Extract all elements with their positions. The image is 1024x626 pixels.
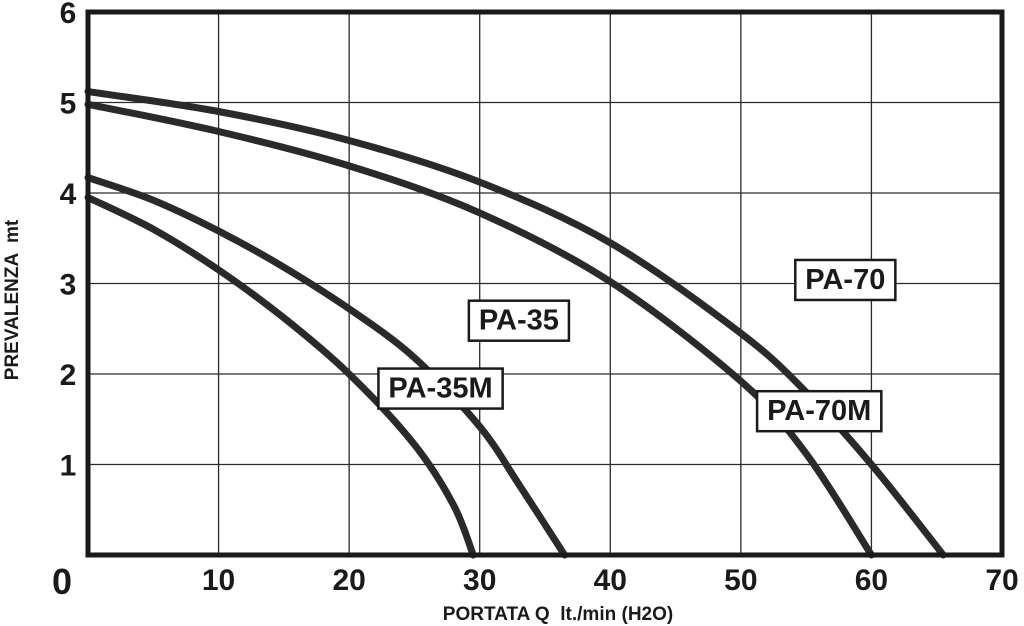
- x-tick-label: 0: [52, 561, 72, 602]
- x-tick-label: 50: [724, 564, 757, 597]
- x-tick-label: 70: [985, 564, 1018, 597]
- y-axis-ticks: 1 2 3 4 5 6: [60, 0, 77, 483]
- plot-frame: [85, 9, 1005, 558]
- y-tick-label: 6: [60, 0, 77, 30]
- series-label-pa-35: PA-35: [467, 299, 571, 342]
- series-label-pa-35m: PA-35M: [377, 367, 504, 410]
- series-label-text: PA-70M: [767, 395, 871, 427]
- y-tick-label: 4: [60, 178, 77, 211]
- series-label-box: [794, 258, 897, 302]
- series-label-text: PA-35M: [388, 373, 492, 405]
- x-tick-label: 20: [332, 564, 365, 597]
- series-label-pa-70m: PA-70M: [755, 389, 883, 433]
- y-tick-label: 3: [60, 269, 77, 302]
- series-label-text: PA-70: [805, 264, 885, 296]
- series-line-pa-35: [84, 174, 569, 559]
- x-tick-label: 60: [855, 564, 888, 597]
- series-label-pa-70: PA-70: [794, 258, 897, 302]
- series-label-box: [467, 299, 571, 342]
- x-axis-ticks: 0 10 20 30 40 50 60 70: [52, 561, 1019, 602]
- series-line-pa-70m: [84, 100, 875, 559]
- y-axis-label: PREVALENZA mt: [2, 219, 23, 380]
- x-tick-label: 30: [463, 564, 496, 597]
- series-label-box: [755, 389, 883, 433]
- series-line-pa-35m: [84, 194, 477, 559]
- series-label-box: [377, 367, 504, 410]
- x-axis-label: PORTATA Q lt./min (H2O): [443, 604, 673, 625]
- x-tick-label: 10: [202, 564, 235, 597]
- x-tick-label: 40: [594, 564, 627, 597]
- series-labels: PA-35M PA-35 PA-70M PA-70: [377, 258, 897, 433]
- y-tick-label: 5: [60, 88, 77, 121]
- y-tick-label: 1: [60, 450, 77, 483]
- y-tick-label: 2: [60, 359, 77, 392]
- series-label-text: PA-35: [479, 305, 559, 337]
